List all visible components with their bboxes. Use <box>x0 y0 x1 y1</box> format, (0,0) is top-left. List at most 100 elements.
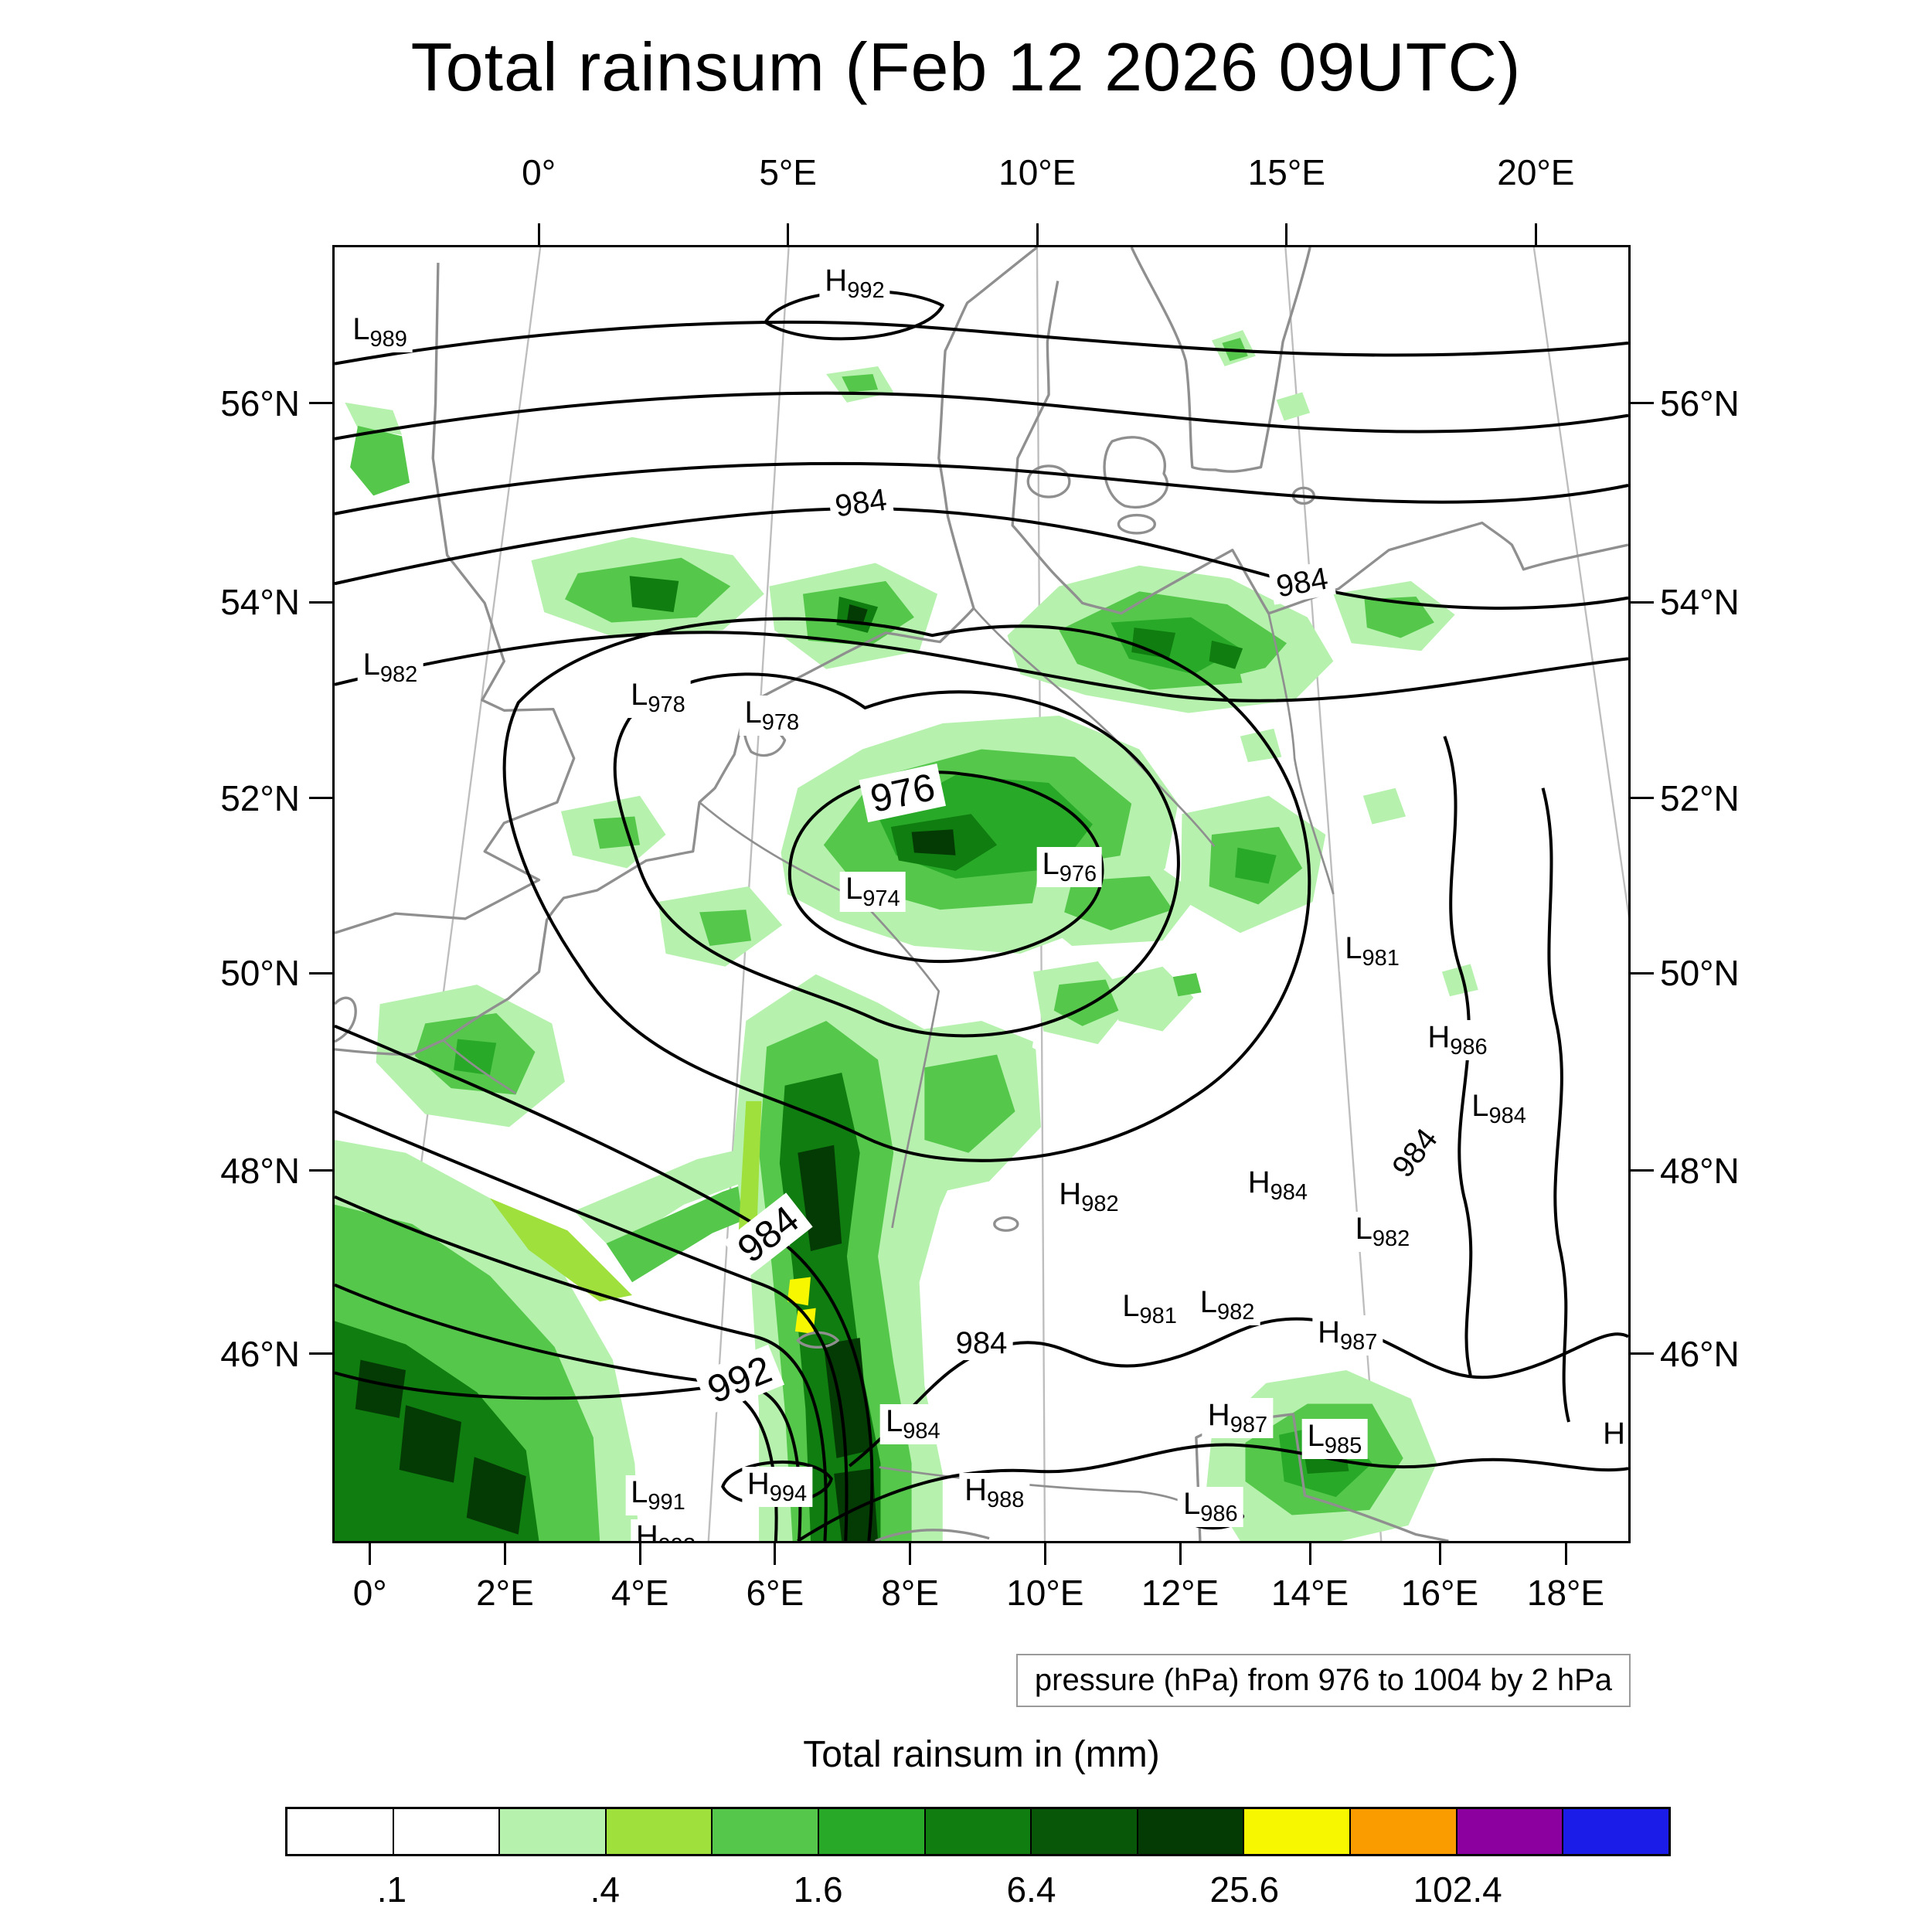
isobar-value-label: 984 <box>723 1192 813 1277</box>
axis-tick-right <box>1631 1352 1654 1355</box>
pressure-center-label: L982 <box>357 648 423 689</box>
axis-label-top: 10°E <box>998 152 1077 192</box>
axis-label-bottom: 12°E <box>1141 1573 1219 1613</box>
isobar-value-label: 984 <box>1268 560 1336 605</box>
axis-label-right: 54°N <box>1660 582 1740 622</box>
colorbar-cell <box>287 1809 393 1854</box>
colorbar-level-label: .4 <box>590 1869 620 1910</box>
axis-tick-bottom <box>909 1543 912 1565</box>
pressure-label-layer: L989 H992 984 984 L982 L978 L978 976 L974 L976 L98… <box>335 247 1628 1541</box>
axis-tick-right <box>1631 797 1654 800</box>
isobar-value-label: 992 <box>694 1344 785 1415</box>
pressure-center-label: L982 <box>1349 1211 1416 1252</box>
axis-label-left: 46°N <box>220 1333 300 1374</box>
colorbar-cell <box>1243 1809 1350 1854</box>
map-canvas <box>335 247 1628 1541</box>
axis-tick-top <box>787 223 790 245</box>
axis-tick-bottom <box>503 1543 506 1565</box>
pressure-center-label: L989 <box>347 312 413 353</box>
axis-label-bottom: 14°E <box>1270 1573 1349 1613</box>
colorbar-cell <box>392 1809 499 1854</box>
colorbar-level-label: 102.4 <box>1413 1869 1502 1910</box>
map-area: L989 H992 984 984 L982 L978 L978 976 L974 L976 L98… <box>335 247 1628 1541</box>
axis-tick-bottom <box>638 1543 641 1565</box>
colorbar-level-label: .1 <box>376 1869 407 1910</box>
axis-tick-bottom <box>1438 1543 1441 1565</box>
colorbar-cell <box>923 1809 1031 1854</box>
pressure-center-label: L974 <box>840 871 906 912</box>
axis-label-right: 46°N <box>1660 1333 1740 1374</box>
axis-tick-bottom <box>1179 1543 1182 1565</box>
axis-label-right: 56°N <box>1660 383 1740 423</box>
axis-label-bottom: 16°E <box>1400 1573 1479 1613</box>
colorbar-cell <box>498 1809 605 1854</box>
axis-tick-right <box>1631 600 1654 604</box>
axis-label-bottom: 10°E <box>1006 1573 1084 1613</box>
pressure-center-label: H988 <box>959 1473 1030 1514</box>
axis-label-top: 0° <box>522 152 556 192</box>
colorbar-title: Total rainsum in (mm) <box>803 1734 1160 1775</box>
axis-label-bottom: 0° <box>352 1573 387 1613</box>
pressure-center-label: L991 <box>625 1475 691 1516</box>
colorbar-cell <box>1455 1809 1563 1854</box>
axis-tick-bottom <box>1308 1543 1311 1565</box>
isobar-value-label: 984 <box>950 1325 1013 1360</box>
pressure-center-label: H984 <box>1242 1165 1313 1206</box>
isobar-value-label: 976 <box>859 764 947 823</box>
isobar-value-label: 984 <box>828 482 895 525</box>
pressure-center-label: L984 <box>1466 1088 1532 1129</box>
contour-info-box: pressure (hPa) from 976 to 1004 by 2 hPa <box>1015 1654 1631 1707</box>
colorbar-labels: .1 .4 1.6 6.4 25.6 102.4 <box>285 1869 1671 1915</box>
pressure-center-label: H982 <box>1053 1176 1124 1217</box>
axis-label-top: 5°E <box>759 152 817 192</box>
pressure-center-label: L976 <box>1036 846 1103 887</box>
pressure-center-label: H987 <box>1202 1397 1274 1438</box>
axis-tick-top <box>1036 223 1039 245</box>
axis-tick-bottom <box>774 1543 777 1565</box>
axis-tick-left <box>309 971 332 975</box>
colorbar-cell <box>818 1809 924 1854</box>
colorbar-level-label: 6.4 <box>1006 1869 1056 1910</box>
pressure-center-label: L978 <box>625 677 691 718</box>
pressure-center-label: H993 <box>630 1519 702 1541</box>
coastline-layer <box>335 247 1628 1541</box>
axis-label-right: 50°N <box>1660 953 1740 994</box>
colorbar <box>285 1807 1671 1856</box>
isobar-value-label: 984 <box>1382 1117 1447 1189</box>
axis-label-bottom: 8°E <box>881 1573 939 1613</box>
colorbar-cell <box>1349 1809 1456 1854</box>
axis-tick-top <box>1534 223 1537 245</box>
colorbar-cell <box>1136 1809 1243 1854</box>
colorbar-level-label: 25.6 <box>1209 1869 1280 1910</box>
page-title: Total rainsum (Feb 12 2026 09UTC) <box>410 29 1522 105</box>
axis-tick-right <box>1631 1169 1654 1172</box>
axis-label-left: 50°N <box>220 953 300 994</box>
axis-label-right: 52°N <box>1660 777 1740 818</box>
axis-tick-top <box>1285 223 1288 245</box>
axis-label-bottom: 18°E <box>1526 1573 1605 1613</box>
pressure-center-label: L981 <box>1339 930 1405 971</box>
axis-tick-bottom <box>369 1543 372 1565</box>
pressure-center-label: L984 <box>879 1404 946 1445</box>
axis-label-bottom: 4°E <box>611 1573 669 1613</box>
axis-label-left: 52°N <box>220 777 300 818</box>
colorbar-cell <box>1562 1809 1668 1854</box>
axis-tick-bottom <box>1043 1543 1046 1565</box>
map-frame: L989 H992 984 984 L982 L978 L978 976 L974 L976 L98… <box>332 245 1631 1543</box>
axis-tick-left <box>309 797 332 800</box>
axis-tick-left <box>309 1169 332 1172</box>
axis-tick-right <box>1631 402 1654 405</box>
pressure-center-label: L982 <box>1194 1285 1260 1326</box>
pressure-center-label: H <box>1597 1417 1628 1451</box>
pressure-center-label: H986 <box>1422 1020 1493 1061</box>
axis-tick-top <box>537 223 540 245</box>
axis-tick-right <box>1631 971 1654 975</box>
axis-tick-left <box>309 402 332 405</box>
pressure-center-label: L978 <box>739 695 805 736</box>
axis-tick-left <box>309 1352 332 1355</box>
pressure-center-label: H994 <box>741 1466 813 1507</box>
axis-label-bottom: 6°E <box>746 1573 804 1613</box>
pressure-center-label: H992 <box>819 263 890 304</box>
pressure-center-label: L986 <box>1177 1487 1243 1528</box>
